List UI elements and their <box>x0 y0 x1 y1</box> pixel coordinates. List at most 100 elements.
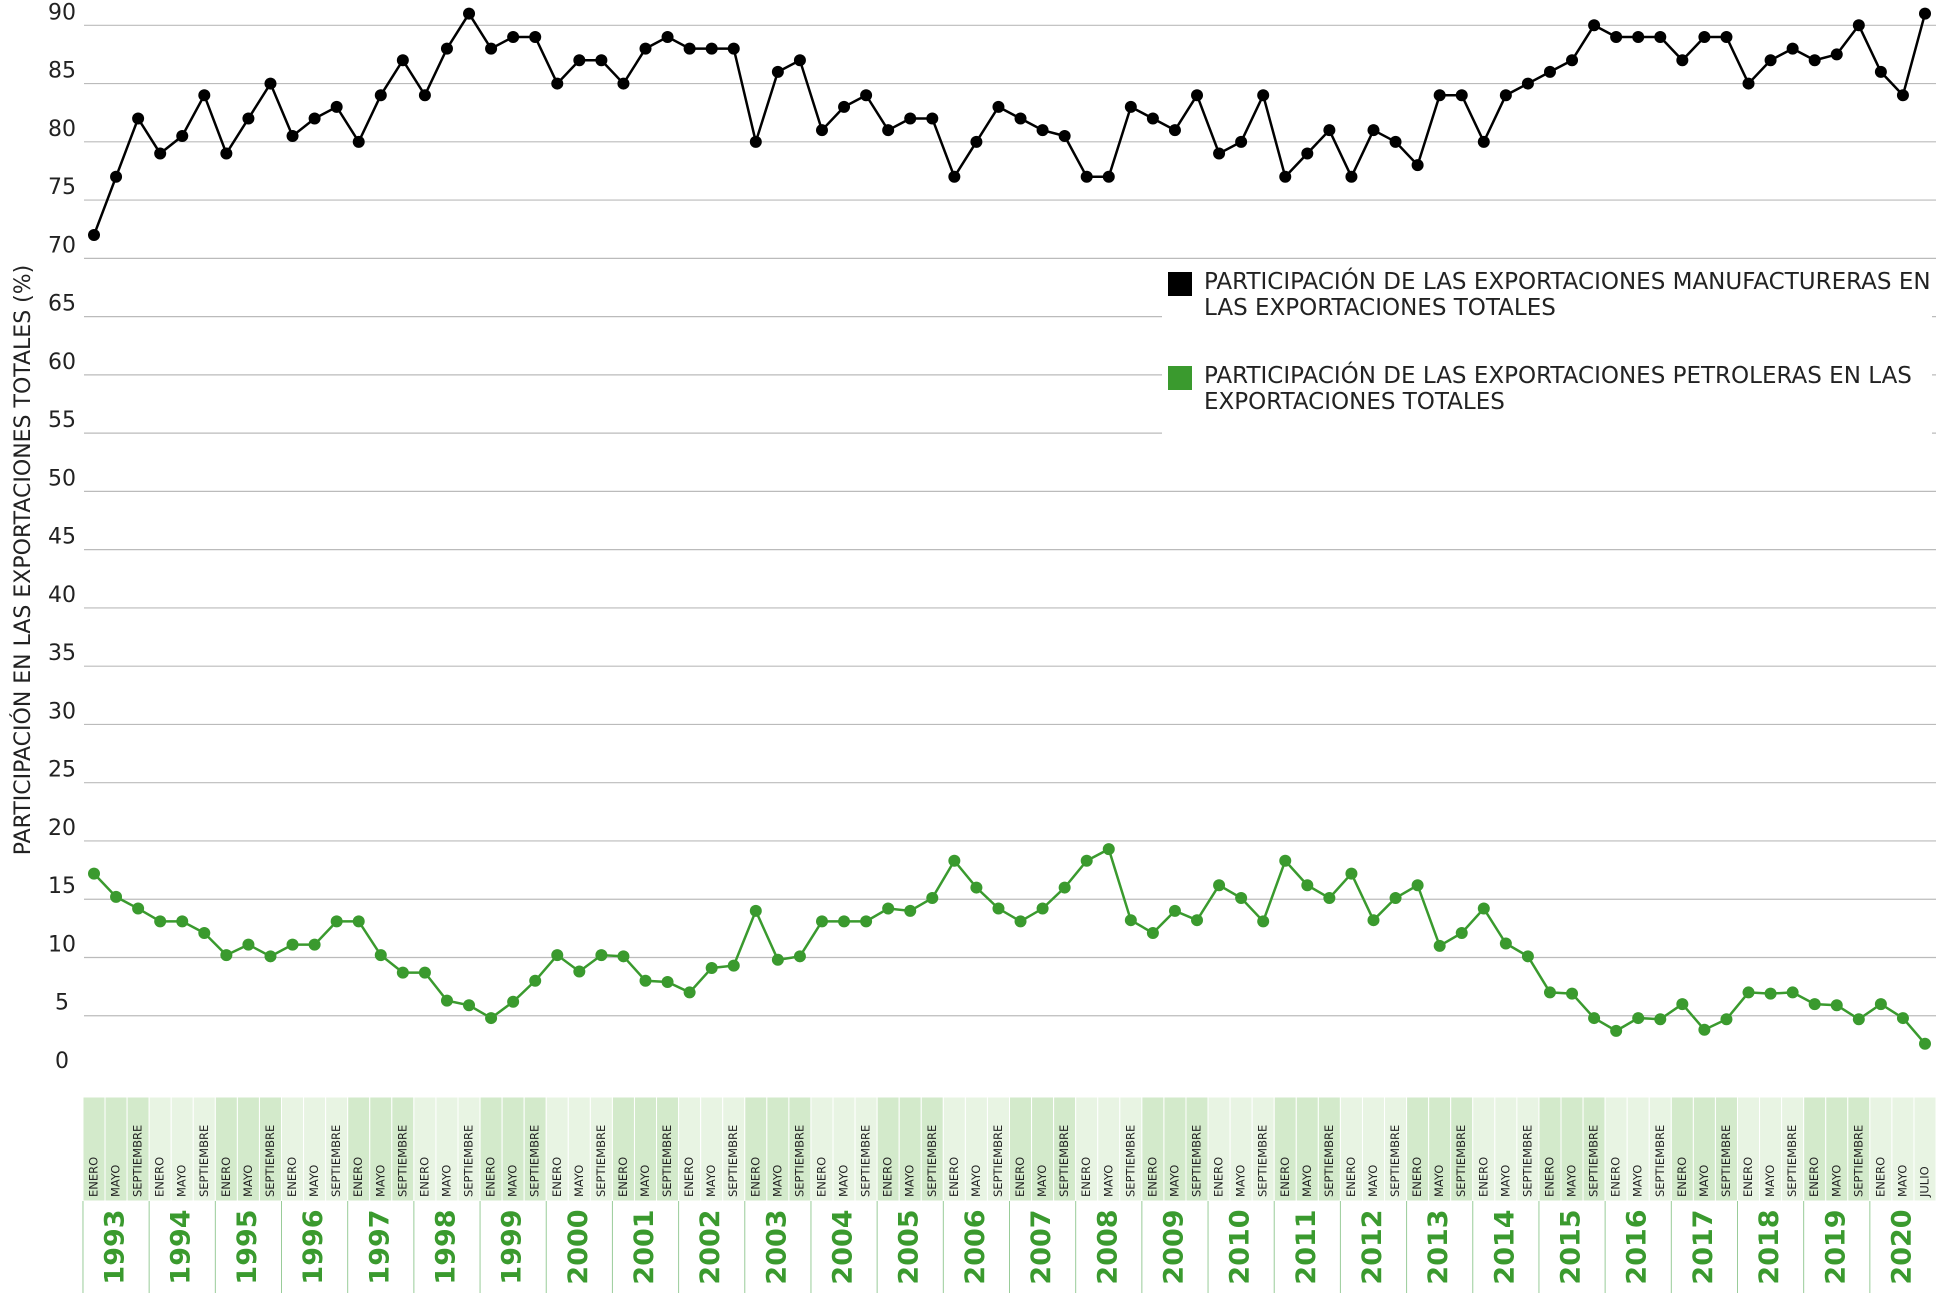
data-point <box>1919 1037 1931 1050</box>
data-point <box>1786 42 1799 55</box>
x-tick-label: ENERO <box>1212 1157 1226 1197</box>
data-point <box>286 938 299 951</box>
data-point <box>1521 77 1534 90</box>
data-point <box>1477 902 1490 915</box>
year-label: 2005 <box>894 1209 925 1284</box>
y-tick-label: 65 <box>48 292 76 317</box>
year-label: 2008 <box>1092 1209 1123 1284</box>
legend: PARTICIPACIÓN DE LAS EXPORTACIONES MANUF… <box>1162 265 1932 471</box>
data-point <box>639 974 652 987</box>
data-point <box>705 42 718 55</box>
y-tick-label: 85 <box>48 59 76 84</box>
data-point <box>1610 30 1623 43</box>
data-point <box>242 938 255 951</box>
y-tick-label: 50 <box>48 466 76 491</box>
year-label: 2006 <box>960 1209 991 1284</box>
data-point <box>815 124 828 137</box>
data-point <box>1058 130 1071 142</box>
x-tick-label: ENERO <box>285 1157 299 1197</box>
x-tick-label: MAYO <box>506 1165 520 1197</box>
year-label: 2002 <box>695 1209 726 1284</box>
data-point <box>463 999 476 1012</box>
data-point <box>1433 939 1446 952</box>
data-point <box>1058 881 1071 894</box>
x-tick-label: SEPTIEMBRE <box>1322 1125 1336 1197</box>
data-point <box>1896 89 1909 102</box>
data-point <box>1896 1012 1909 1025</box>
x-tick-label: SEPTIEMBRE <box>1653 1125 1667 1197</box>
data-point <box>617 77 630 90</box>
data-point <box>1566 54 1579 67</box>
data-point <box>1146 112 1159 125</box>
data-point <box>1455 927 1468 940</box>
data-point <box>1566 987 1579 1000</box>
x-tick-label: ENERO <box>87 1157 101 1197</box>
data-point <box>1014 112 1027 125</box>
x-tick-label: SEPTIEMBRE <box>1520 1125 1534 1197</box>
data-point <box>661 30 674 43</box>
x-tick-label: SEPTIEMBRE <box>660 1125 674 1197</box>
x-tick-label: ENERO <box>947 1157 961 1197</box>
data-point <box>1323 892 1336 905</box>
year-label: 2017 <box>1688 1209 1719 1284</box>
legend-label: PARTICIPACIÓN DE LAS EXPORTACIONES MANUF… <box>1204 269 1931 321</box>
y-tick-label: 55 <box>48 408 76 433</box>
data-point <box>749 135 762 148</box>
x-tick-label: MAYO <box>175 1165 189 1197</box>
data-point <box>1764 987 1777 1000</box>
x-tick-label: ENERO <box>1542 1157 1556 1197</box>
data-point <box>904 904 917 917</box>
data-point <box>330 915 343 928</box>
data-point <box>1919 7 1931 20</box>
year-label: 2020 <box>1886 1209 1917 1284</box>
data-point <box>639 42 652 55</box>
data-point <box>1830 999 1843 1012</box>
data-point <box>1521 950 1534 963</box>
x-tick-label: JULIO <box>1918 1166 1932 1198</box>
x-tick-label: ENERO <box>1145 1157 1159 1197</box>
data-point <box>1676 54 1689 67</box>
legend-label: PARTICIPACIÓN DE LAS EXPORTACIONES PETRO… <box>1204 363 1912 415</box>
x-tick-label: MAYO <box>1565 1165 1579 1197</box>
data-point <box>970 135 983 148</box>
x-tick-label: ENERO <box>1807 1157 1821 1197</box>
data-point <box>1014 915 1027 928</box>
data-point <box>1543 65 1556 78</box>
x-tick-label: ENERO <box>1609 1157 1623 1197</box>
data-point <box>1168 904 1181 917</box>
year-label: 1999 <box>497 1209 528 1284</box>
x-tick-label: SEPTIEMBRE <box>991 1125 1005 1197</box>
data-point <box>1389 892 1402 905</box>
data-point <box>948 170 961 183</box>
data-point <box>838 915 851 928</box>
data-point <box>1279 170 1292 183</box>
data-point <box>1257 915 1270 928</box>
year-label: 2016 <box>1622 1209 1653 1284</box>
x-tick-label: MAYO <box>837 1165 851 1197</box>
legend-swatch <box>1168 366 1192 390</box>
x-tick-label: MAYO <box>1035 1165 1049 1197</box>
data-point <box>1345 170 1358 183</box>
x-tick-label: MAYO <box>1697 1165 1711 1197</box>
data-point <box>374 89 387 102</box>
data-point <box>308 112 321 125</box>
year-label: 1995 <box>232 1209 263 1284</box>
data-point <box>1742 77 1755 90</box>
x-tick-label: MAYO <box>1895 1165 1909 1197</box>
data-point <box>1191 89 1204 102</box>
x-tick-label: ENERO <box>550 1157 564 1197</box>
data-point <box>771 65 784 78</box>
x-tick-label: SEPTIEMBRE <box>925 1125 939 1197</box>
y-tick-label: 10 <box>48 932 76 957</box>
data-point <box>683 42 696 55</box>
x-tick-label: ENERO <box>881 1157 895 1197</box>
x-tick-label: SEPTIEMBRE <box>528 1125 542 1197</box>
x-tick-label: SEPTIEMBRE <box>329 1125 343 1197</box>
legend-item: PARTICIPACIÓN DE LAS EXPORTACIONES PETRO… <box>1162 363 1932 415</box>
data-point <box>1080 170 1093 183</box>
year-label: 2004 <box>828 1209 859 1284</box>
year-label: 2018 <box>1754 1209 1785 1284</box>
data-point <box>264 77 277 90</box>
x-tick-label: SEPTIEMBRE <box>1719 1125 1733 1197</box>
year-label: 1998 <box>430 1209 461 1284</box>
